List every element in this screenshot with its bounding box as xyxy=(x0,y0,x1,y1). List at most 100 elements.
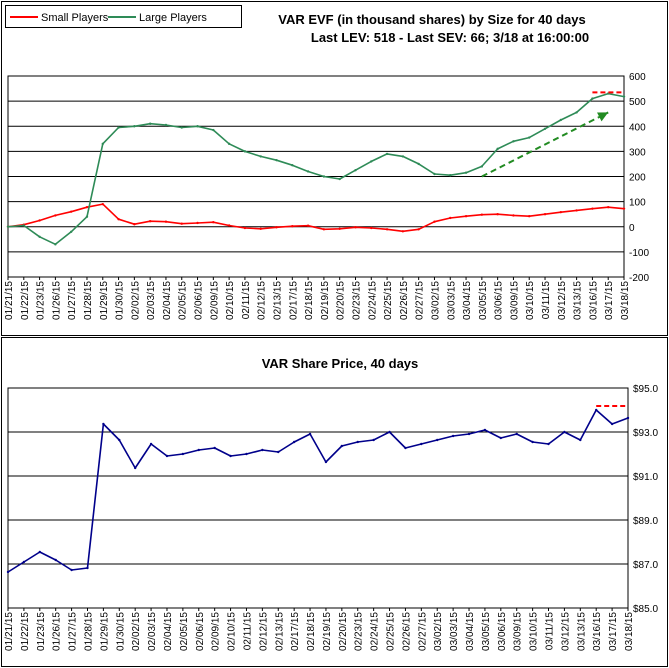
x-tick-label: 02/06/15 xyxy=(194,281,205,320)
x-tick-label: 02/23/15 xyxy=(351,281,362,320)
legend-label-large-players: Large Players xyxy=(139,12,207,24)
x-tick-label: 01/29/15 xyxy=(99,612,110,651)
data-point xyxy=(306,170,310,173)
x-tick-label: 01/28/15 xyxy=(83,281,94,320)
y-tick-label: 600 xyxy=(629,72,646,83)
x-tick-label: 02/05/15 xyxy=(179,612,190,651)
x-tick-label: 01/21/15 xyxy=(4,281,15,320)
x-tick-label: 02/19/15 xyxy=(322,612,333,651)
x-tick-label: 02/12/15 xyxy=(258,612,269,651)
data-point xyxy=(213,446,216,450)
x-tick-label: 02/18/15 xyxy=(306,612,317,651)
x-tick-label: 01/27/15 xyxy=(67,281,78,320)
y-tick-label: $93.0 xyxy=(633,428,658,439)
x-tick-label: 03/04/15 xyxy=(465,612,476,651)
data-point xyxy=(22,224,25,227)
data-point xyxy=(559,210,563,214)
data-point xyxy=(451,434,455,438)
data-point xyxy=(512,140,515,143)
x-tick-label: 03/02/15 xyxy=(430,281,441,320)
x-tick-label: 03/04/15 xyxy=(462,281,473,320)
top-panel-frame xyxy=(1,1,668,336)
data-point xyxy=(259,155,262,158)
data-point xyxy=(483,428,487,432)
data-point xyxy=(6,570,10,574)
data-point xyxy=(291,225,294,228)
data-point xyxy=(69,210,73,213)
x-tick-label: 03/18/15 xyxy=(620,281,631,320)
data-point xyxy=(197,448,200,452)
data-point xyxy=(449,174,452,177)
data-point xyxy=(388,430,391,434)
data-point xyxy=(417,228,420,231)
data-point xyxy=(467,432,471,436)
data-point xyxy=(531,440,534,444)
bottom-panel-frame xyxy=(1,337,668,667)
data-point xyxy=(227,224,231,227)
bottom-chart-title: VAR Share Price, 40 days xyxy=(262,356,419,371)
x-tick-label: 02/23/15 xyxy=(354,612,365,651)
data-point xyxy=(607,205,610,209)
x-tick-label: 02/24/15 xyxy=(367,281,378,320)
x-tick-label: 02/17/15 xyxy=(290,612,301,651)
data-point xyxy=(575,111,578,114)
x-tick-label: 02/12/15 xyxy=(257,281,268,320)
data-point xyxy=(101,142,104,146)
y-tick-label: $95.0 xyxy=(633,384,658,395)
y-tick-label: 400 xyxy=(629,122,646,133)
data-point xyxy=(575,209,578,212)
x-tick-label: 02/20/15 xyxy=(336,281,347,320)
x-tick-label: 03/11/15 xyxy=(545,612,556,651)
data-point xyxy=(528,214,531,218)
x-tick-label: 01/29/15 xyxy=(99,281,110,320)
y-tick-label: $85.0 xyxy=(633,604,658,615)
data-point xyxy=(420,442,423,446)
data-point xyxy=(85,215,89,218)
x-tick-label: 03/09/15 xyxy=(509,281,520,320)
x-tick-label: 02/24/15 xyxy=(370,612,381,651)
data-point xyxy=(22,560,26,564)
y-tick-label: -100 xyxy=(629,248,649,259)
x-tick-label: 02/27/15 xyxy=(417,612,428,651)
y-tick-label: 500 xyxy=(629,97,646,108)
data-point xyxy=(464,214,468,218)
data-point xyxy=(6,225,10,228)
x-tick-label: 01/22/15 xyxy=(20,281,31,320)
data-point xyxy=(306,224,310,227)
data-point xyxy=(496,147,499,151)
x-tick-label: 03/10/15 xyxy=(529,612,540,651)
data-point xyxy=(595,408,598,412)
data-point xyxy=(164,123,168,127)
data-point xyxy=(69,230,73,233)
x-tick-label: 03/05/15 xyxy=(478,281,489,320)
x-tick-label: 02/13/15 xyxy=(273,281,284,320)
x-tick-label: 02/25/15 xyxy=(386,612,397,651)
data-point xyxy=(591,207,594,210)
x-tick-label: 02/10/15 xyxy=(225,281,236,320)
data-point xyxy=(261,448,264,452)
x-tick-label: 02/18/15 xyxy=(304,281,315,320)
data-point xyxy=(229,454,232,458)
data-point xyxy=(354,226,357,229)
legend-label-small-players: Small Players xyxy=(41,12,109,24)
data-point xyxy=(86,566,89,570)
x-tick-label: 03/03/15 xyxy=(449,612,460,651)
y-tick-label: $89.0 xyxy=(633,516,658,527)
data-point xyxy=(464,171,468,174)
data-point xyxy=(543,127,547,130)
x-tick-label: 02/04/15 xyxy=(163,612,174,651)
data-point xyxy=(227,142,231,146)
top-chart-title: VAR EVF (in thousand shares) by Size for… xyxy=(278,12,586,27)
data-point xyxy=(101,202,104,206)
data-point xyxy=(54,558,57,562)
x-tick-label: 02/17/15 xyxy=(288,281,299,320)
trend-arrow-line xyxy=(481,111,609,178)
data-point xyxy=(591,97,594,100)
x-tick-label: 03/16/15 xyxy=(588,281,599,320)
data-point xyxy=(622,207,626,210)
data-point xyxy=(277,450,280,454)
x-tick-label: 03/18/15 xyxy=(624,612,635,651)
x-tick-label: 01/30/15 xyxy=(115,612,126,651)
series-line-0 xyxy=(7,203,625,233)
